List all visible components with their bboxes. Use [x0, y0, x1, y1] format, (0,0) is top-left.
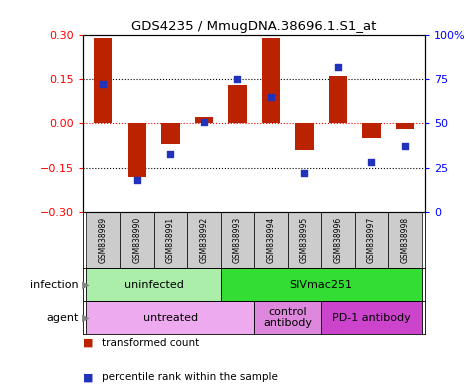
Text: GSM838994: GSM838994 [266, 217, 276, 263]
Text: GSM838995: GSM838995 [300, 217, 309, 263]
Bar [161, 123, 180, 144]
Text: GSM838990: GSM838990 [132, 217, 141, 263]
Bar [153, 212, 187, 268]
Bar [321, 212, 355, 268]
Bar [86, 301, 254, 334]
Text: untreated: untreated [143, 313, 198, 323]
Text: GSM838997: GSM838997 [367, 217, 376, 263]
Bar [254, 301, 321, 334]
Title: GDS4235 / MmugDNA.38696.1.S1_at: GDS4235 / MmugDNA.38696.1.S1_at [132, 20, 377, 33]
Point [267, 94, 275, 100]
Bar [388, 212, 422, 268]
Bar [362, 123, 380, 138]
Point [301, 170, 308, 176]
Bar [187, 212, 220, 268]
Bar [128, 123, 146, 177]
Bar [396, 123, 414, 129]
Text: transformed count: transformed count [102, 338, 200, 348]
Text: infection: infection [30, 280, 78, 290]
Text: GSM838992: GSM838992 [200, 217, 209, 263]
Bar [355, 212, 388, 268]
Text: GSM838989: GSM838989 [99, 217, 108, 263]
Point [334, 63, 342, 70]
Text: ■: ■ [83, 372, 94, 382]
Text: control
antibody: control antibody [263, 307, 312, 328]
Text: SIVmac251: SIVmac251 [290, 280, 352, 290]
Bar [86, 212, 120, 268]
Text: ▶: ▶ [79, 280, 90, 290]
Text: GSM838996: GSM838996 [333, 217, 342, 263]
Bar [120, 212, 153, 268]
Bar [262, 38, 280, 123]
Bar [94, 38, 113, 123]
Point [167, 151, 174, 157]
Bar [321, 301, 422, 334]
Text: GSM838998: GSM838998 [400, 217, 409, 263]
Bar [195, 118, 213, 123]
Bar [329, 76, 347, 123]
Text: ■: ■ [83, 338, 94, 348]
Text: uninfected: uninfected [124, 280, 183, 290]
Text: agent: agent [46, 313, 78, 323]
Bar [295, 123, 314, 150]
Bar [288, 212, 321, 268]
Bar [220, 212, 254, 268]
Text: PD-1 antibody: PD-1 antibody [332, 313, 411, 323]
Text: ▶: ▶ [79, 313, 90, 323]
Point [99, 81, 107, 88]
Bar [228, 85, 247, 123]
Point [133, 177, 141, 183]
Point [368, 159, 375, 166]
Text: GSM838993: GSM838993 [233, 217, 242, 263]
Text: percentile rank within the sample: percentile rank within the sample [102, 372, 278, 382]
Bar [254, 212, 288, 268]
Bar [220, 268, 422, 301]
Text: GSM838991: GSM838991 [166, 217, 175, 263]
Point [200, 119, 208, 125]
Bar [86, 268, 220, 301]
Point [401, 144, 409, 150]
Point [234, 76, 241, 82]
